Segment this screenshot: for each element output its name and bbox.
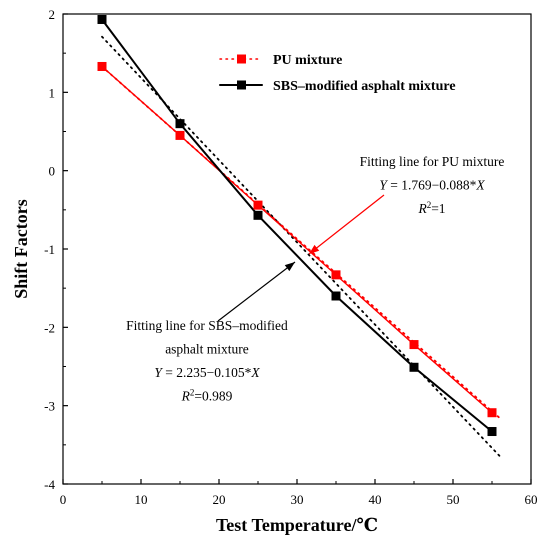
annotation-sbs-line-3: R2=0.989 xyxy=(181,388,233,404)
annotation-arrowhead-pu xyxy=(309,244,320,254)
annotation-variable: Y xyxy=(154,365,163,380)
series-1-point-0 xyxy=(97,14,107,24)
annotation-text: Fitting line for PU mixture xyxy=(360,154,505,169)
x-tick-label: 20 xyxy=(213,492,226,507)
annotation-text: =1 xyxy=(431,201,445,216)
annotation-variable: X xyxy=(250,365,260,380)
annotation-arrowhead-sbs xyxy=(284,262,295,272)
series-line-1 xyxy=(101,18,493,433)
series-0-point-3 xyxy=(331,270,341,280)
y-tick-label: 2 xyxy=(49,7,56,22)
series-0-point-1 xyxy=(175,130,185,140)
x-tick-label: 30 xyxy=(291,492,304,507)
series-1-point-3 xyxy=(331,291,341,301)
annotation-superscript: 2 xyxy=(427,200,432,210)
annotation-pu-line-0: Fitting line for PU mixture xyxy=(360,154,505,169)
y-tick-label: -4 xyxy=(44,477,55,492)
x-tick-label: 50 xyxy=(447,492,460,507)
legend-label-0: PU mixture xyxy=(273,53,342,68)
series-1-point-2 xyxy=(253,210,263,220)
y-tick-label: 1 xyxy=(49,85,56,100)
series-layer xyxy=(97,14,497,437)
x-tick-label: 60 xyxy=(525,492,538,507)
series-0-point-0 xyxy=(97,61,107,71)
annotation-superscript: 2 xyxy=(190,388,195,398)
annotation-variable: R xyxy=(417,201,427,216)
annotation-arrow-sbs xyxy=(217,261,296,322)
annotation-pu-line-2: R2=1 xyxy=(417,200,445,216)
y-tick-label: -2 xyxy=(44,320,55,335)
annotation-text: =0.989 xyxy=(194,389,232,404)
legend: PU mixture SBS–modified asphalt mixture xyxy=(219,53,456,94)
annotation-arrow-pu xyxy=(308,194,385,255)
series-line-0 xyxy=(101,65,493,414)
legend-marker-1 xyxy=(237,80,246,90)
annotation-sbs-line-0: Fitting line for SBS–modified xyxy=(126,318,288,333)
series-1-point-1 xyxy=(175,119,185,129)
x-tick-label: 40 xyxy=(369,492,382,507)
annotation-text: asphalt mixture xyxy=(165,342,249,357)
y-tick-label: -3 xyxy=(44,399,55,414)
annotation-variable: Y xyxy=(379,178,388,193)
annotation-text: Fitting line for SBS–modified xyxy=(126,318,288,333)
y-tick-label: 0 xyxy=(49,164,56,179)
annotation-variable: X xyxy=(475,178,485,193)
x-tick-label: 0 xyxy=(60,492,67,507)
series-1-point-5 xyxy=(487,427,497,437)
fit-line-0 xyxy=(101,65,501,420)
legend-marker-0 xyxy=(237,54,246,64)
x-tick-label: 10 xyxy=(135,492,148,507)
y-axis-label: Shift Factors xyxy=(11,199,31,298)
annotation-text: = 2.235−0.105* xyxy=(162,365,252,380)
series-0-point-5 xyxy=(487,408,497,418)
annotations: Fitting line for PU mixture Y = 1.769−0.0… xyxy=(126,154,504,404)
series-0-point-2 xyxy=(253,200,263,210)
annotation-pu-line-1: Y = 1.769−0.088*X xyxy=(379,178,485,193)
annotation-sbs-line-2: Y = 2.235−0.105*X xyxy=(154,365,260,380)
series-1-point-4 xyxy=(409,362,419,372)
legend-label-1: SBS–modified asphalt mixture xyxy=(273,79,456,94)
annotation-sbs-line-1: asphalt mixture xyxy=(165,342,249,357)
annotation-text: = 1.769−0.088* xyxy=(387,178,477,193)
y-tick-label: -1 xyxy=(44,242,55,257)
series-0-point-4 xyxy=(409,340,419,350)
annotation-variable: R xyxy=(181,389,191,404)
x-axis-label: Test Temperature/℃ xyxy=(216,515,378,535)
